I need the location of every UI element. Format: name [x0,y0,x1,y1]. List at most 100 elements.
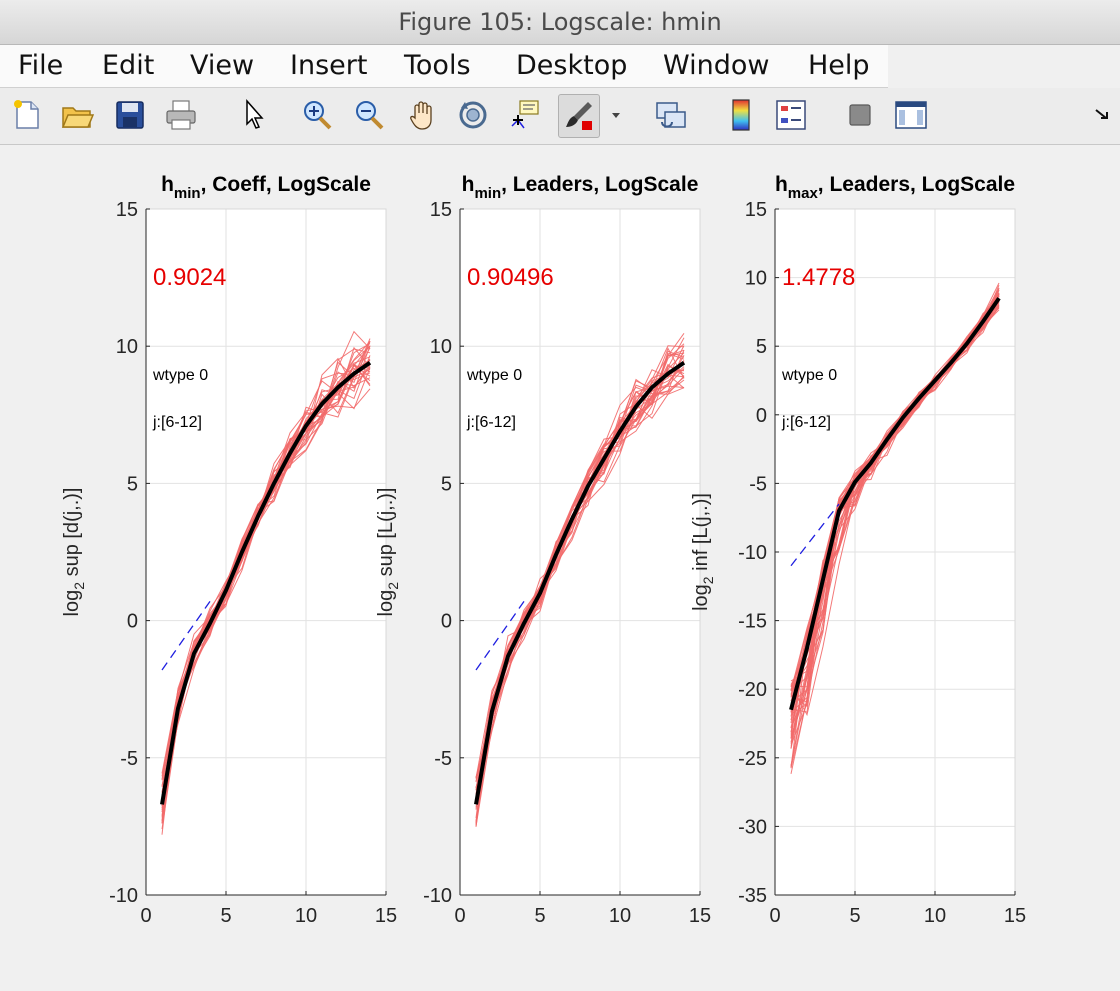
y-tick-label: 0 [127,611,138,633]
new-figure-icon[interactable] [10,98,44,132]
axes-background [460,209,700,895]
chart-title: hmin, Leaders, LogScale [462,173,699,202]
menu-edit[interactable]: Edit [102,50,155,81]
wtype-annotation: wtype 0 [466,367,522,384]
menu-tools[interactable]: Tools [404,50,471,81]
ylabel-pre: log [690,584,712,611]
trace-line [475,355,685,800]
slope-value-label: 0.9024 [153,264,226,291]
brush-dropdown-icon[interactable] [606,98,626,132]
ylabel-subscript: 2 [700,576,716,584]
chart-title: hmin, Coeff, LogScale [161,173,371,202]
ylabel-post: sup [L(j,.)] [375,488,397,582]
title-rest: , Leaders, LogScale [818,173,1015,196]
y-axis-label: log2 sup [L(j,.)] [375,488,401,617]
x-tick-label: 15 [1004,905,1026,927]
y-tick-label: 10 [745,268,767,290]
print-icon[interactable] [164,98,198,132]
dock-arrow-icon[interactable] [1092,98,1114,132]
ylabel-pre: log [375,590,397,617]
y-tick-label: -10 [738,542,767,564]
x-tick-label: 15 [375,905,397,927]
zoom-out-icon[interactable] [352,98,386,132]
slope-value-label: 1.4778 [782,264,855,291]
x-tick-label: 10 [295,905,317,927]
window-title: Figure 105: Logscale: hmin [0,0,1120,45]
menu-help[interactable]: Help [808,50,870,81]
chart-panel-3: 0 5 10 15 -35 -30 -25 -20 -15 -10 -5 0 5 10 15 1.4778 wt… [690,173,1026,927]
menu-desktop[interactable]: Desktop [516,50,628,81]
y-tick-label: 10 [430,336,452,358]
mean-line [474,361,686,805]
y-axis-label: log2 sup [d(j,.)] [61,488,87,617]
hide-plot-tools-icon[interactable] [843,98,877,132]
open-file-icon[interactable] [60,98,94,132]
y-tick-label: -35 [738,885,767,907]
toolbar [0,88,1120,145]
brush-icon [566,102,592,130]
zoom-in-icon[interactable] [300,98,334,132]
y-tick-label: -10 [423,885,452,907]
y-tick-label: 5 [756,336,767,358]
x-tick-label: 0 [140,905,151,927]
x-tick-label: 0 [769,905,780,927]
title-main: h [462,173,475,196]
mean-line [160,361,372,805]
title-main: h [775,173,788,196]
menu-file[interactable]: File [18,50,64,81]
x-tick-label: 5 [220,905,231,927]
y-tick-label: 0 [756,405,767,427]
wtype-annotation: wtype 0 [781,367,837,384]
y-tick-label: -5 [434,748,452,770]
link-plot-icon[interactable] [654,98,688,132]
axes-background [146,209,386,895]
trace-line [475,352,685,808]
y-tick-label: -5 [120,748,138,770]
ylabel-subscript: 2 [385,582,401,590]
y-tick-label: 15 [430,199,452,221]
y-tick-label: -15 [738,611,767,633]
ylabel-pre: log [61,590,83,617]
x-tick-label: 10 [609,905,631,927]
ylabel-post: sup [d(j,.)] [61,488,83,582]
rotate-3d-icon[interactable] [456,98,490,132]
pan-hand-icon[interactable] [406,98,440,132]
ylabel-post: inf [L(j,.)] [690,493,712,576]
x-tick-label: 5 [534,905,545,927]
mean-line [789,297,1001,711]
colorbar-icon[interactable] [724,98,758,132]
legend-icon[interactable] [774,98,808,132]
figure-canvas: 0 5 10 15 -10 -5 0 5 10 15 0.9024 wtype 0 j:[6-12] hm… [0,145,1120,986]
title-subscript: min [174,185,201,202]
menu-bar-filler [888,45,1120,87]
wtype-annotation: wtype 0 [152,367,208,384]
menu-insert[interactable]: Insert [290,50,368,81]
menu-view[interactable]: View [190,50,255,81]
menu-window[interactable]: Window [663,50,770,81]
x-tick-label: 15 [689,905,711,927]
chart-panel-2: 0 5 10 15 -10 -5 0 5 10 15 0.90496 wtype 0 j:[6-12] h… [375,173,711,927]
y-tick-label: -25 [738,748,767,770]
ylabel-subscript: 2 [71,582,87,590]
title-main: h [161,173,174,196]
trace-line [475,337,685,779]
brush-button[interactable] [558,94,600,138]
fit-line [790,503,840,567]
x-tick-label: 0 [454,905,465,927]
y-tick-label: 15 [745,199,767,221]
scale-range-annotation: j:[6-12] [152,414,202,431]
pointer-icon[interactable] [237,98,271,132]
scale-range-annotation: j:[6-12] [781,414,831,431]
y-tick-label: -30 [738,816,767,838]
y-tick-label: 15 [116,199,138,221]
y-tick-label: 5 [127,473,138,495]
y-tick-label: -10 [109,885,138,907]
save-icon[interactable] [113,98,147,132]
scale-range-annotation: j:[6-12] [466,414,516,431]
data-cursor-icon[interactable] [508,98,542,132]
x-tick-label: 5 [849,905,860,927]
x-tick-label: 10 [924,905,946,927]
show-plot-tools-icon[interactable] [894,98,928,132]
y-tick-label: -20 [738,679,767,701]
